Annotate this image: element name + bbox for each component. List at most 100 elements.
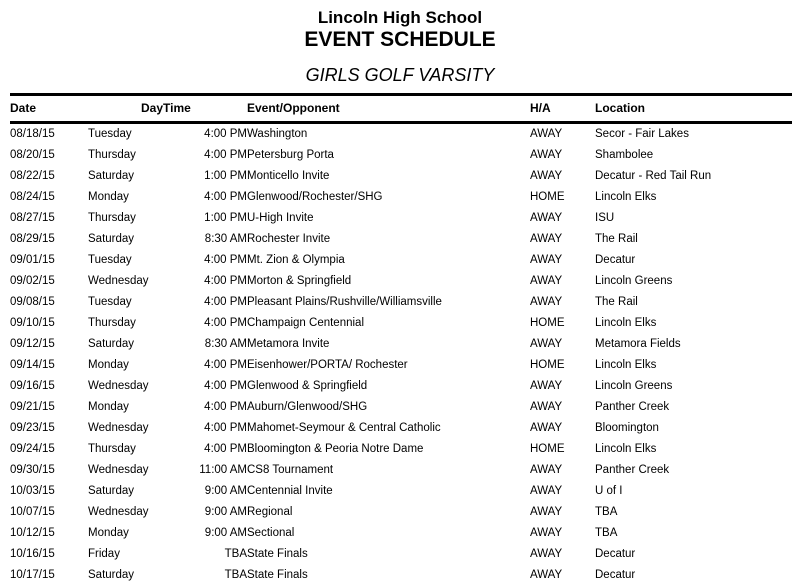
col-header-location: Location (595, 101, 645, 115)
table-row: 10/07/15 Wednesday 9:00 AM Regional AWAY TBA (10, 502, 792, 523)
col-header-ha: H/A (530, 101, 551, 115)
cell-day: Tuesday (88, 296, 132, 308)
cell-event: Mt. Zion & Olympia (247, 254, 345, 266)
cell-date: 09/12/15 (10, 338, 55, 350)
cell-day: Monday (88, 191, 129, 203)
cell-day: Wednesday (88, 422, 149, 434)
cell-event: Glenwood & Springfield (247, 380, 368, 392)
cell-time: 1:00 PM (204, 170, 247, 182)
cell-location: TBA (595, 506, 618, 518)
cell-time: 4:00 PM (204, 317, 247, 329)
cell-location: Lincoln Elks (595, 359, 657, 371)
table-row: 09/21/15 Monday 4:00 PM Auburn/Glenwood/SHG… (10, 397, 792, 418)
cell-ha: AWAY (530, 254, 563, 266)
cell-time: 8:30 AM (204, 338, 247, 350)
cell-date: 09/14/15 (10, 359, 55, 371)
cell-day: Thursday (88, 443, 136, 455)
cell-date: 09/08/15 (10, 296, 55, 308)
cell-ha: AWAY (530, 485, 563, 497)
cell-date: 10/16/15 (10, 548, 55, 560)
cell-ha: AWAY (530, 170, 563, 182)
cell-ha: AWAY (530, 401, 563, 413)
cell-time: 1:00 PM (204, 212, 247, 224)
cell-location: Decatur (595, 569, 636, 581)
cell-time: 4:00 PM (204, 254, 247, 266)
table-row: 08/20/15 Thursday 4:00 PM Petersburg Porta A… (10, 145, 792, 166)
cell-time: 4:00 PM (204, 128, 247, 140)
cell-day: Wednesday (88, 506, 149, 518)
cell-location: Bloomington (595, 422, 659, 434)
table-row: 08/22/15 Saturday 1:00 PM Monticello Invite… (10, 166, 792, 187)
cell-date: 08/20/15 (10, 149, 55, 161)
cell-ha: AWAY (530, 380, 563, 392)
table-row: 09/02/15 Wednesday 4:00 PM Morton & Springf… (10, 271, 792, 292)
cell-event: State Finals (247, 548, 308, 560)
cell-ha: AWAY (530, 548, 563, 560)
team-subtitle: GIRLS GOLF VARSITY (305, 65, 495, 85)
cell-ha: HOME (530, 443, 565, 455)
cell-time: 4:00 PM (204, 191, 247, 203)
cell-day: Wednesday (88, 464, 149, 476)
cell-event: Glenwood/Rochester/SHG (247, 191, 383, 203)
cell-date: 08/29/15 (10, 233, 55, 245)
cell-event: Pleasant Plains/Rushville/Williamsville (247, 296, 442, 308)
cell-ha: AWAY (530, 464, 563, 476)
cell-location: Decatur (595, 254, 636, 266)
schedule-table-body: 08/18/15 Tuesday 4:00 PM Washington AWAY Seco… (10, 123, 792, 586)
table-row: 09/08/15 Tuesday 4:00 PM Pleasant Plains/Ru… (10, 292, 792, 313)
cell-location: Panther Creek (595, 464, 670, 476)
cell-ha: AWAY (530, 527, 563, 539)
table-row: 09/30/15 Wednesday 11:00 AM CS8 Tournament A… (10, 460, 792, 481)
cell-date: 09/30/15 (10, 464, 55, 476)
table-row: 08/18/15 Tuesday 4:00 PM Washington AWAY Seco… (10, 123, 792, 146)
school-name: Lincoln High School (317, 8, 483, 27)
cell-day: Thursday (88, 212, 136, 224)
cell-time: 4:00 PM (204, 149, 247, 161)
table-row: 09/10/15 Thursday 4:00 PM Champaign Centenn… (10, 313, 792, 334)
table-row: 09/16/15 Wednesday 4:00 PM Glenwood & Sprin… (10, 376, 792, 397)
cell-date: 10/12/15 (10, 527, 55, 539)
cell-ha: AWAY (530, 506, 563, 518)
cell-time: TBA (224, 569, 247, 581)
cell-location: Decatur (595, 548, 636, 560)
table-row: 09/23/15 Wednesday 4:00 PM Mahomet-Seymour … (10, 418, 792, 439)
cell-day: Monday (88, 401, 129, 413)
cell-event: Bloomington & Peoria Notre Dame (247, 443, 424, 455)
cell-event: Centennial Invite (247, 485, 333, 497)
cell-event: Sectional (247, 527, 295, 539)
table-row: 08/29/15 Saturday 8:30 AM Rochester Invite A… (10, 229, 792, 250)
cell-location: The Rail (595, 233, 638, 245)
cell-day: Thursday (88, 149, 136, 161)
cell-day: Tuesday (88, 254, 132, 266)
table-row: 10/17/15 Saturday TBA State Finals AWAY Decat… (10, 565, 792, 586)
cell-location: Metamora Fields (595, 338, 681, 350)
cell-date: 08/18/15 (10, 128, 55, 140)
cell-location: ISU (595, 212, 615, 224)
col-header-day: Day (140, 101, 163, 115)
cell-date: 08/27/15 (10, 212, 55, 224)
schedule-table: Date Day Time Event/Opponent H/A Locatio… (10, 93, 792, 586)
header-row: Date Day Time Event/Opponent H/A Locatio… (10, 94, 792, 123)
cell-ha: HOME (530, 359, 565, 371)
cell-ha: AWAY (530, 275, 563, 287)
cell-event: Monticello Invite (247, 170, 330, 182)
cell-date: 09/23/15 (10, 422, 55, 434)
cell-date: 09/01/15 (10, 254, 55, 266)
cell-day: Monday (88, 527, 129, 539)
title-block: Lincoln High School EVENT SCHEDULE GIRLS… (0, 0, 800, 86)
table-row: 09/01/15 Tuesday 4:00 PM Mt. Zion & Olympia… (10, 250, 792, 271)
cell-location: Lincoln Elks (595, 317, 657, 329)
cell-day: Saturday (88, 338, 135, 350)
cell-date: 08/24/15 (10, 191, 55, 203)
cell-event: Rochester Invite (247, 233, 331, 245)
cell-event: Eisenhower/PORTA/ Rochester (247, 359, 408, 371)
cell-time: 9:00 AM (204, 506, 247, 518)
cell-day: Friday (88, 548, 120, 560)
cell-time: 9:00 AM (204, 527, 247, 539)
cell-location: Lincoln Greens (595, 380, 673, 392)
cell-location: The Rail (595, 296, 638, 308)
cell-event: U-High Invite (247, 212, 314, 224)
cell-ha: AWAY (530, 569, 563, 581)
cell-event: Auburn/Glenwood/SHG (247, 401, 368, 413)
